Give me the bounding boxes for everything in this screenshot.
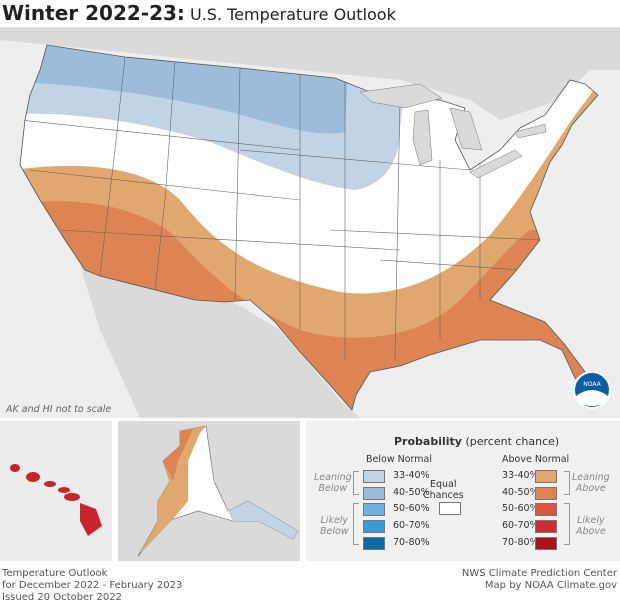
below-range-label: 33-40% (393, 470, 430, 481)
above-range-label: 60-70% (502, 520, 539, 532)
below-normal-header: Below Normal (366, 454, 432, 465)
below-range-label: 50-60% (393, 503, 430, 515)
likely-above-label: Likely Above (576, 515, 606, 537)
below-swatch (363, 536, 385, 550)
scale-note: AK and HI not to scale (6, 404, 112, 415)
below-range-label: 60-70% (393, 520, 430, 532)
alaska-inset (118, 421, 300, 561)
equal-chances-label: Equal Chances (423, 479, 464, 501)
noaa-logo-icon: NOAA (573, 371, 611, 409)
likely-below-label: Likely Below (320, 515, 349, 537)
below-swatch (363, 520, 385, 534)
above-swatch (535, 503, 557, 517)
above-normal-header: Above Normal (502, 454, 570, 465)
footer-credits: NWS Climate Prediction Center Map by NOAA… (461, 568, 617, 591)
svg-text:NOAA: NOAA (583, 381, 601, 388)
leaning-below-label: Leaning Below (314, 472, 352, 494)
page-title: Winter 2022-23: U.S. Temperature Outlook (2, 1, 396, 25)
above-range-label: 50-60% (502, 503, 539, 515)
leaning-above-label: Leaning Above (572, 472, 610, 494)
hawaii-inset (0, 421, 112, 561)
footer-outlook-info: Temperature Outlook for December 2022 - F… (2, 568, 183, 603)
below-swatch (363, 470, 385, 483)
below-range-label: 40-50% (393, 486, 430, 498)
above-swatch (535, 470, 557, 483)
above-swatch (535, 520, 557, 534)
above-range-label: 33-40% (502, 470, 539, 481)
above-swatch (535, 486, 557, 500)
canada (0, 27, 620, 120)
above-swatch (535, 536, 557, 550)
equal-chances-swatch (439, 502, 461, 515)
below-swatch (363, 503, 385, 517)
above-range-label: 40-50% (502, 486, 539, 498)
legend: Probability (percent chance) Below Norma… (306, 421, 620, 561)
below-range-label: 70-80% (393, 536, 430, 548)
great-lakes (359, 83, 547, 179)
below-swatch (363, 486, 385, 500)
legend-title: Probability (percent chance) (394, 435, 560, 448)
contiguous-us-map: NOAA AK and HI not to scale (0, 27, 620, 418)
mexico (80, 265, 360, 418)
above-range-label: 70-80% (502, 536, 539, 548)
state-lines (20, 56, 541, 361)
